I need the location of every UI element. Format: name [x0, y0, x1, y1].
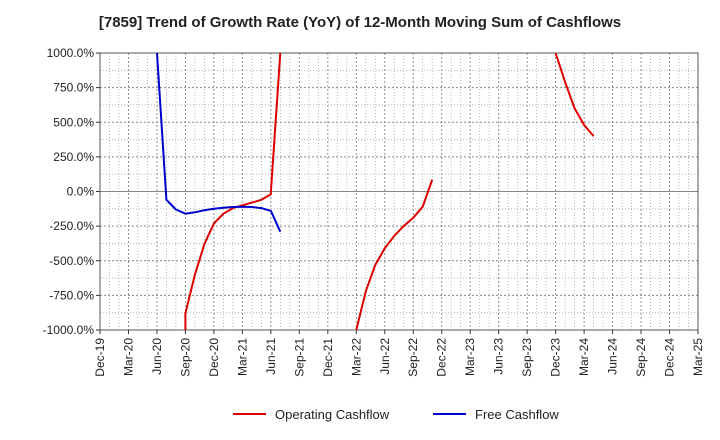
x-tick-label: Dec-19 [93, 338, 107, 377]
legend: Operating Cashflow Free Cashflow [233, 407, 559, 422]
x-tick-label: Dec-22 [435, 338, 449, 377]
x-tick-label: Sep-21 [292, 338, 306, 377]
operating-cashflow-line [355, 179, 434, 330]
y-tick-label: -500.0% [49, 254, 94, 268]
chart-title: [7859] Trend of Growth Rate (YoY) of 12-… [98, 14, 622, 31]
x-tick-label: Mar-24 [577, 338, 591, 376]
plot-frame [99, 52, 699, 331]
x-tick-label: Mar-22 [349, 338, 363, 376]
axis-layer: Dec-19 Mar-20 Jun-20 Sep-20 Dec-20 Mar-21 Jun-… [43, 46, 705, 377]
operating-cashflow-line [184, 53, 282, 330]
x-tick-label: Mar-21 [235, 338, 249, 376]
y-tick-label: -1000.0% [43, 323, 95, 337]
x-tick-label: Dec-21 [321, 338, 335, 377]
x-tick-label: Sep-20 [178, 338, 192, 377]
x-tick-label: Mar-25 [691, 338, 705, 376]
x-tick-label: Jun-23 [492, 338, 506, 375]
x-tick-label: Sep-24 [634, 338, 648, 377]
x-tick-label: Jun-22 [378, 338, 392, 375]
x-tick-label: Jun-20 [150, 338, 164, 375]
operating-cashflow-line [554, 53, 595, 137]
x-tick-label: Dec-24 [663, 338, 677, 377]
free-cashflow-legend-label: Free Cashflow [475, 407, 559, 422]
x-tick-label: Sep-22 [406, 338, 420, 377]
grid-layer [100, 53, 698, 330]
y-tick-label: -250.0% [49, 219, 94, 233]
free-cashflow-line [156, 53, 282, 233]
y-tick-label: 1000.0% [47, 46, 95, 60]
operating-cashflow-legend-label: Operating Cashflow [275, 407, 390, 422]
x-tick-label: Mar-20 [121, 338, 135, 376]
y-tick-label: 750.0% [53, 81, 94, 95]
y-tick-label: 0.0% [67, 185, 95, 199]
x-tick-label: Jun-24 [606, 338, 620, 375]
y-tick-label: 500.0% [53, 115, 94, 129]
x-tick-label: Sep-23 [520, 338, 534, 377]
x-tick-label: Mar-23 [463, 338, 477, 376]
x-tick-label: Dec-20 [207, 338, 221, 377]
y-tick-label: -750.0% [49, 288, 94, 302]
y-tick-label: 250.0% [53, 150, 94, 164]
series-layer [156, 53, 595, 330]
x-tick-label: Jun-21 [264, 338, 278, 375]
x-tick-label: Dec-23 [549, 338, 563, 377]
